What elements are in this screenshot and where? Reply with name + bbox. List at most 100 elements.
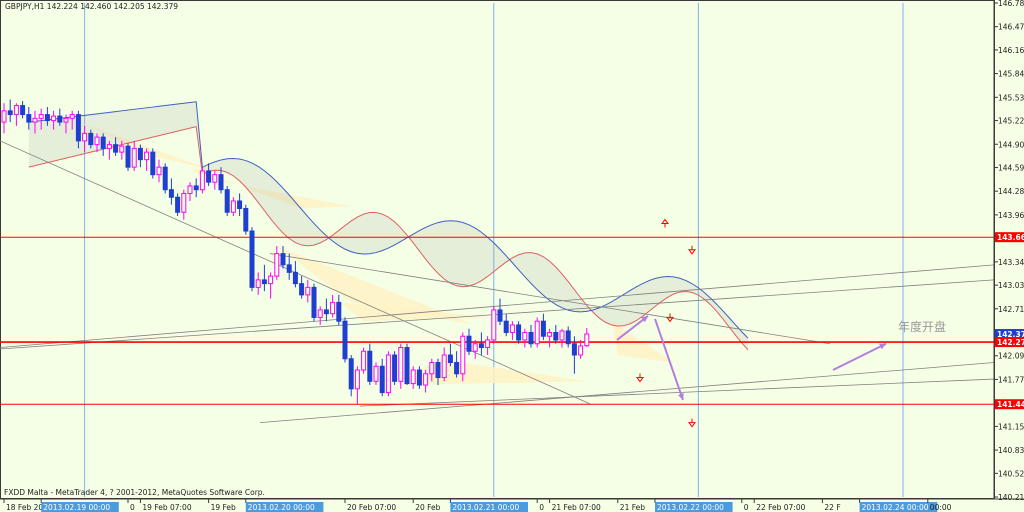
candle-body (460, 335, 466, 375)
signal-marks (636, 218, 696, 428)
x-tick-label: 18 Feb 2013 (6, 503, 53, 512)
triangle-zone (190, 167, 352, 209)
senkou-span-b (28, 101, 749, 339)
candle (162, 163, 168, 194)
candle-body (75, 114, 81, 142)
candle (218, 167, 224, 194)
candle (491, 306, 497, 344)
candle-body (292, 271, 298, 285)
candle (584, 327, 590, 348)
x-tick-label: 2013.02.22 00:00 (657, 503, 724, 512)
candle-body (404, 346, 410, 385)
y-tick-label: 145.845 (998, 70, 1024, 79)
candle (44, 107, 50, 126)
candle-body (373, 365, 379, 382)
candle-body (367, 350, 373, 382)
x-tick-label: 20 Feb (415, 503, 440, 512)
candle-body (144, 151, 150, 161)
y-tick-label: 144.905 (998, 140, 1024, 149)
candle (342, 317, 348, 363)
candle (57, 108, 63, 126)
candle (354, 366, 360, 404)
candle (38, 108, 44, 130)
candle-body (584, 333, 590, 347)
candle (268, 272, 274, 299)
candle (528, 324, 534, 348)
candle (75, 110, 81, 149)
candle (578, 339, 584, 359)
candle (509, 321, 515, 340)
candle (187, 182, 193, 201)
candle-body (218, 174, 224, 191)
candle (299, 276, 305, 299)
candle-body (249, 230, 255, 288)
candle-body (156, 166, 162, 176)
cloud-fill (28, 101, 749, 350)
x-tick-label: 0 (130, 503, 135, 512)
candle-body (51, 115, 57, 122)
candle (69, 110, 75, 130)
down-mark (688, 418, 696, 428)
y-tick-label: 142.715 (998, 305, 1024, 314)
candle-body (342, 320, 348, 360)
candle (385, 351, 391, 397)
x-tick-label: 21 Feb 07:00 (552, 503, 601, 512)
candle (106, 140, 112, 160)
candle (125, 143, 131, 171)
projection-arrow (654, 318, 684, 401)
candle (88, 129, 94, 149)
candle (416, 366, 422, 389)
candle (175, 193, 181, 217)
candle (206, 163, 212, 186)
candle (429, 358, 435, 382)
candle (559, 328, 565, 348)
candle-body (423, 373, 429, 386)
candle (472, 339, 478, 359)
candle-body (578, 345, 584, 356)
y-tick-label: 145.220 (998, 117, 1024, 126)
candle (317, 306, 323, 325)
y-tick-label: 144.280 (998, 187, 1024, 196)
down-mark (688, 245, 696, 255)
x-tick-label: 0 (744, 503, 749, 512)
y-tick-label: 142.090 (998, 352, 1024, 361)
price-badge: 141.445 (997, 400, 1024, 409)
y-tick-label: 146.160 (998, 46, 1024, 55)
candle-body (1, 110, 7, 123)
candle (323, 298, 329, 322)
candle (1, 103, 7, 134)
x-tick-label: 2013.02.20 00:00 (248, 503, 315, 512)
trendline (359, 378, 995, 407)
candle (113, 137, 119, 156)
candle-body (63, 117, 69, 123)
trendline (0, 279, 995, 350)
candle (565, 326, 571, 348)
candles (1, 99, 590, 404)
candle (13, 103, 19, 126)
candle-body (435, 362, 441, 379)
x-label-bg (655, 502, 733, 512)
trendline (269, 253, 831, 345)
candle-body (429, 362, 435, 375)
y-tick-label: 140.525 (998, 469, 1024, 478)
candle-body (317, 309, 323, 318)
candle-body (330, 301, 336, 315)
y-tick-label: 144.595 (998, 164, 1024, 173)
y-tick-label: 146.470 (998, 23, 1024, 32)
candle-body (26, 114, 32, 123)
candle (503, 313, 509, 337)
candle (137, 144, 143, 168)
candle-body (528, 331, 534, 345)
candle (51, 110, 57, 130)
y-tick-label: 146.785 (998, 0, 1024, 8)
candle (553, 324, 559, 344)
price-badge-bg (995, 337, 1024, 348)
candle (447, 343, 453, 367)
candle-body (175, 196, 181, 213)
candle-body (454, 362, 460, 375)
y-tick-label: 143.340 (998, 258, 1024, 267)
senkou-span-a (28, 125, 749, 351)
candle-body (336, 301, 342, 322)
y-tick-label: 141.775 (998, 375, 1024, 384)
